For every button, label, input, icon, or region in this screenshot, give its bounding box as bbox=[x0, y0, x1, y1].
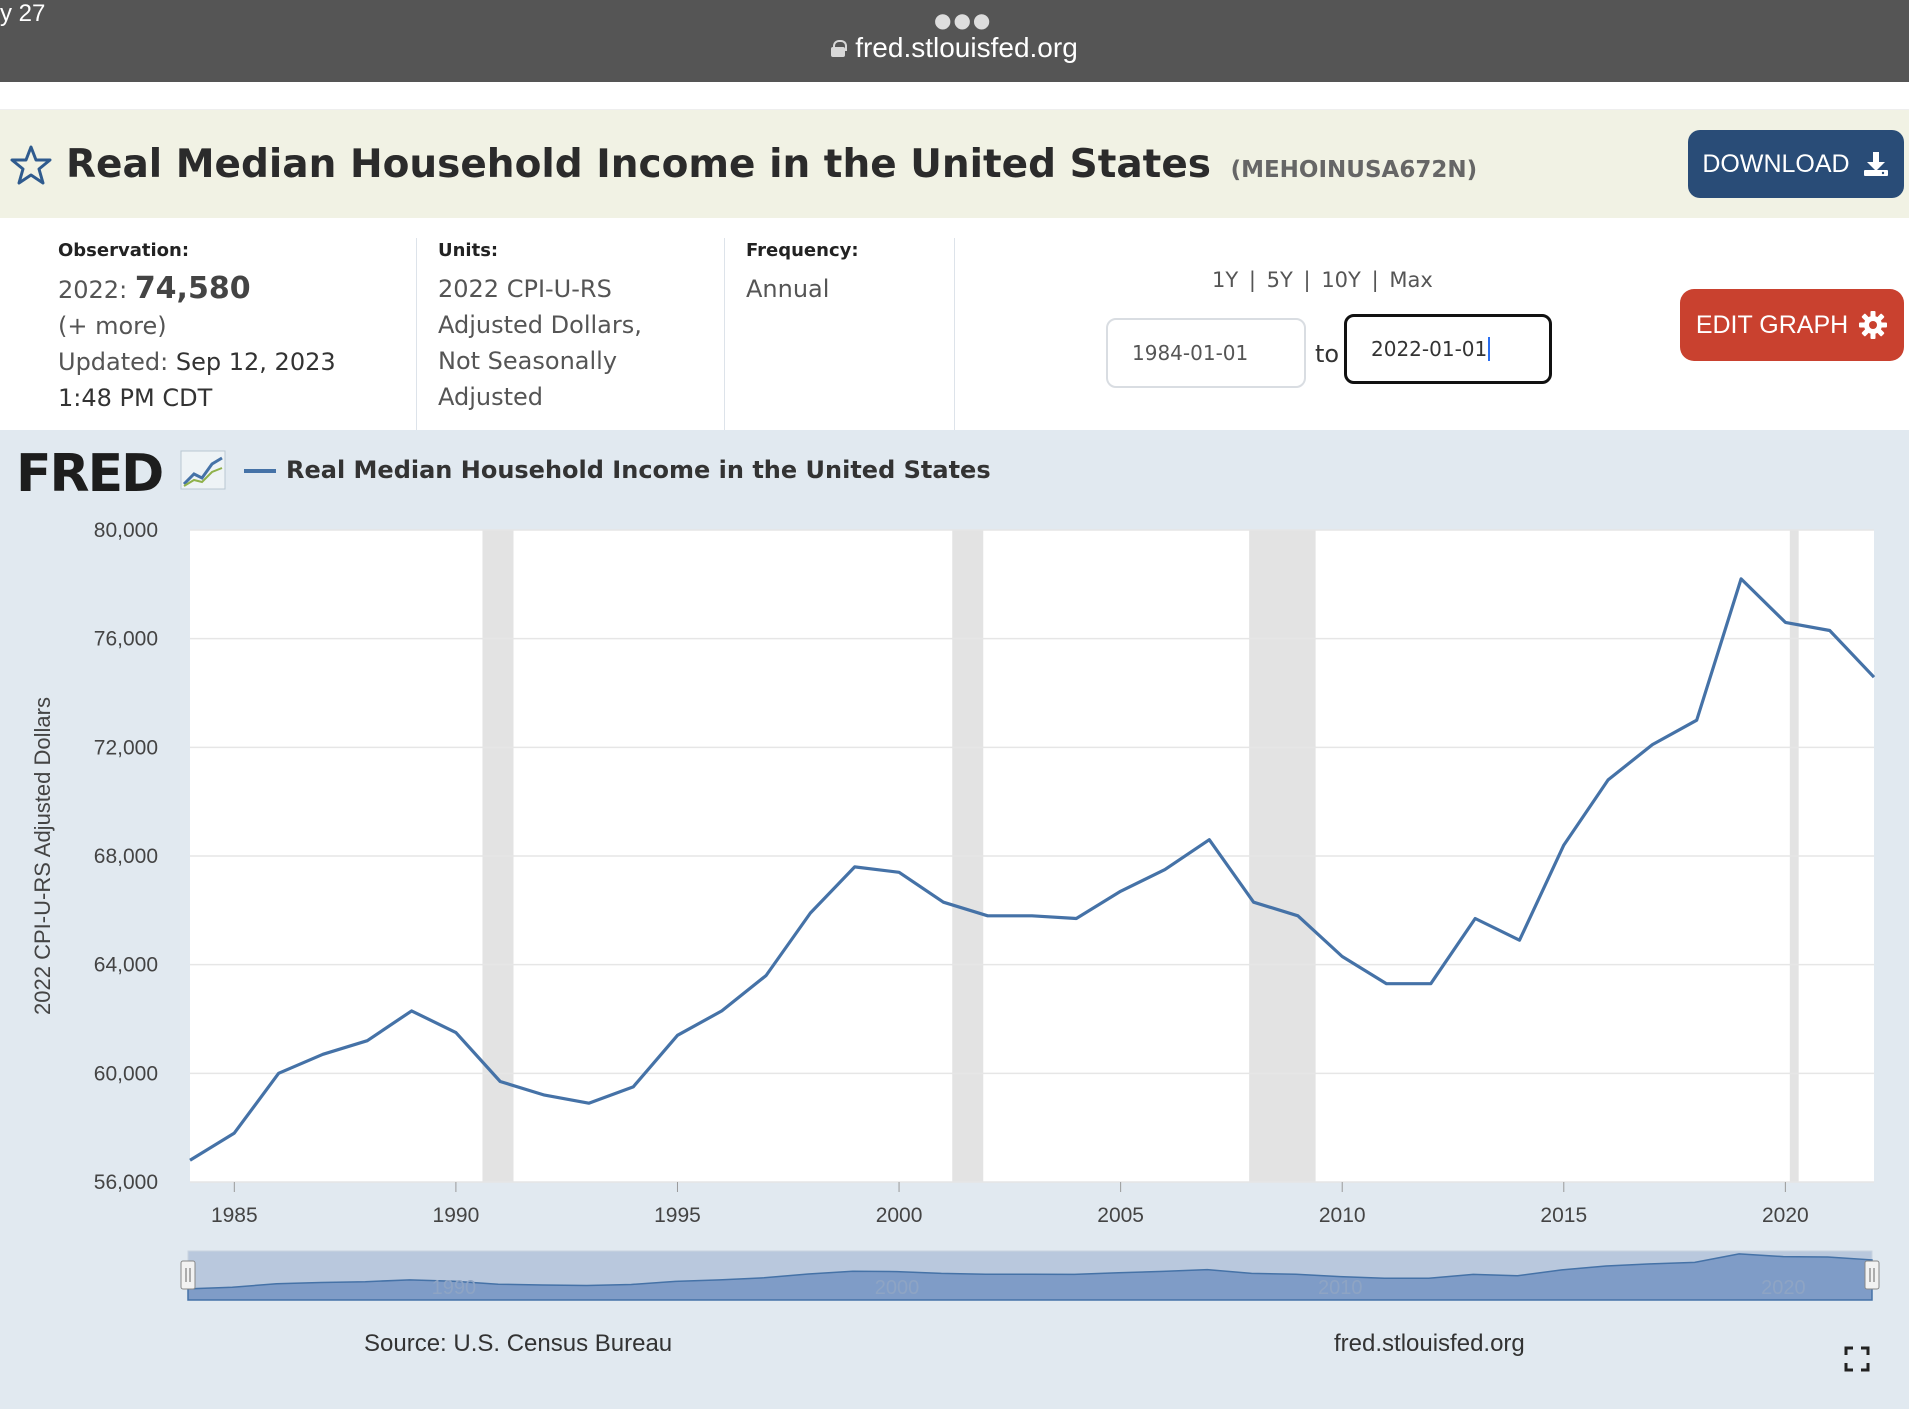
address-bar[interactable]: fred.stlouisfed.org bbox=[0, 32, 1909, 64]
range-separator: | bbox=[1248, 268, 1256, 292]
legend-label: Real Median Household Income in the Unit… bbox=[286, 456, 991, 484]
to-label: to bbox=[1315, 340, 1340, 368]
browser-toolbar: y 27 ●●● fred.stlouisfed.org bbox=[0, 0, 1909, 82]
fred-logo[interactable]: FRED bbox=[16, 444, 164, 504]
observation-block: Observation: 2022: 74,580 (+ more) Updat… bbox=[58, 240, 336, 416]
page-title: Real Median Household Income in the Unit… bbox=[66, 142, 1477, 187]
range-max-link[interactable]: Max bbox=[1389, 268, 1433, 292]
units-line: Adjusted bbox=[438, 383, 544, 411]
x-tick-label: 2005 bbox=[1097, 1204, 1144, 1227]
legend-swatch bbox=[244, 469, 276, 473]
more-link[interactable]: (+ more) bbox=[58, 312, 167, 340]
units-line: Not Seasonally bbox=[438, 347, 618, 375]
x-tick-label: 2000 bbox=[876, 1204, 923, 1227]
end-date-input[interactable]: 2022-01-01 bbox=[1344, 314, 1552, 384]
navigator-handle[interactable] bbox=[180, 1260, 196, 1290]
navigator-series bbox=[187, 1253, 1873, 1301]
navigator-label: 2010 bbox=[1318, 1277, 1363, 1299]
y-tick-label: 64,000 bbox=[94, 954, 158, 977]
download-label: DOWNLOAD bbox=[1702, 149, 1850, 178]
y-tick-label: 72,000 bbox=[94, 736, 158, 759]
frequency-value: Annual bbox=[746, 275, 830, 303]
status-time: y 27 bbox=[0, 0, 46, 27]
y-tick-label: 68,000 bbox=[94, 845, 158, 868]
meta-divider bbox=[954, 238, 955, 430]
y-tick-label: 76,000 bbox=[94, 628, 158, 651]
series-line bbox=[189, 577, 1876, 1162]
series-title-text: Real Median Household Income in the Unit… bbox=[66, 142, 1211, 187]
range-5y-link[interactable]: 5Y bbox=[1266, 268, 1293, 292]
navigator-label: 1990 bbox=[432, 1277, 477, 1299]
x-tick-label: 1995 bbox=[654, 1204, 701, 1227]
edit-graph-button[interactable]: EDIT GRAPH bbox=[1680, 289, 1904, 361]
x-tick-label: 2010 bbox=[1319, 1204, 1366, 1227]
range-1y-link[interactable]: 1Y bbox=[1212, 268, 1239, 292]
updated-date: Sep 12, 2023 bbox=[175, 348, 336, 376]
meta-divider bbox=[724, 238, 725, 430]
more-dots-icon[interactable]: ●●● bbox=[934, 8, 993, 32]
y-tick-label: 80,000 bbox=[94, 519, 158, 542]
y-tick-label: 60,000 bbox=[94, 1062, 158, 1085]
units-line: 2022 CPI-U-RS bbox=[438, 275, 612, 303]
gear-icon bbox=[1859, 311, 1888, 339]
navigator-label: 2020 bbox=[1761, 1277, 1806, 1299]
fred-chart-icon bbox=[180, 450, 226, 490]
observation-label: Observation: bbox=[58, 240, 190, 261]
download-icon bbox=[1863, 152, 1888, 176]
series-id: (MEHOINUSA672N) bbox=[1230, 157, 1478, 183]
units-line: Adjusted Dollars, bbox=[438, 311, 642, 339]
range-separator: | bbox=[1303, 268, 1311, 292]
y-tick-label: 56,000 bbox=[94, 1171, 158, 1194]
text-caret bbox=[1488, 337, 1491, 361]
range-separator: | bbox=[1371, 268, 1379, 292]
url-text: fred.stlouisfed.org bbox=[855, 32, 1078, 63]
y-axis-label: 2022 CPI-U-RS Adjusted Dollars bbox=[30, 697, 55, 1015]
x-tick-label: 2020 bbox=[1762, 1204, 1809, 1227]
units-label: Units: bbox=[438, 240, 499, 261]
site-credit[interactable]: fred.stlouisfed.org bbox=[1334, 1330, 1525, 1357]
star-icon[interactable] bbox=[10, 144, 52, 186]
units-block: Units: 2022 CPI-U-RS Adjusted Dollars, N… bbox=[438, 240, 642, 415]
x-tick-label: 2015 bbox=[1540, 1204, 1587, 1227]
observation-year: 2022: bbox=[58, 276, 128, 304]
page-top-strip bbox=[0, 82, 1909, 110]
source-note: Source: U.S. Census Bureau bbox=[364, 1330, 673, 1357]
date-range-links: 1Y | 5Y | 10Y | Max bbox=[1210, 268, 1435, 292]
start-date-value: 1984-01-01 bbox=[1132, 341, 1249, 365]
edit-graph-label: EDIT GRAPH bbox=[1695, 310, 1849, 339]
end-date-value: 2022-01-01 bbox=[1371, 337, 1488, 361]
observation-value: 74,580 bbox=[134, 271, 251, 306]
navigator-handle[interactable] bbox=[1864, 1260, 1880, 1290]
fullscreen-icon[interactable] bbox=[1844, 1346, 1870, 1372]
updated-label: Updated: bbox=[58, 348, 169, 376]
x-tick-label: 1985 bbox=[211, 1204, 258, 1227]
updated-time: 1:48 PM CDT bbox=[58, 384, 213, 412]
download-button[interactable]: DOWNLOAD bbox=[1688, 130, 1904, 198]
start-date-input[interactable]: 1984-01-01 bbox=[1106, 318, 1306, 388]
lock-icon bbox=[831, 40, 848, 57]
frequency-label: Frequency: bbox=[746, 240, 859, 261]
x-tick-label: 1990 bbox=[433, 1204, 480, 1227]
navigator-label: 2000 bbox=[875, 1277, 920, 1299]
title-band bbox=[0, 110, 1909, 218]
range-10y-link[interactable]: 10Y bbox=[1321, 268, 1361, 292]
frequency-block: Frequency: Annual bbox=[746, 240, 859, 307]
meta-divider bbox=[416, 238, 417, 430]
